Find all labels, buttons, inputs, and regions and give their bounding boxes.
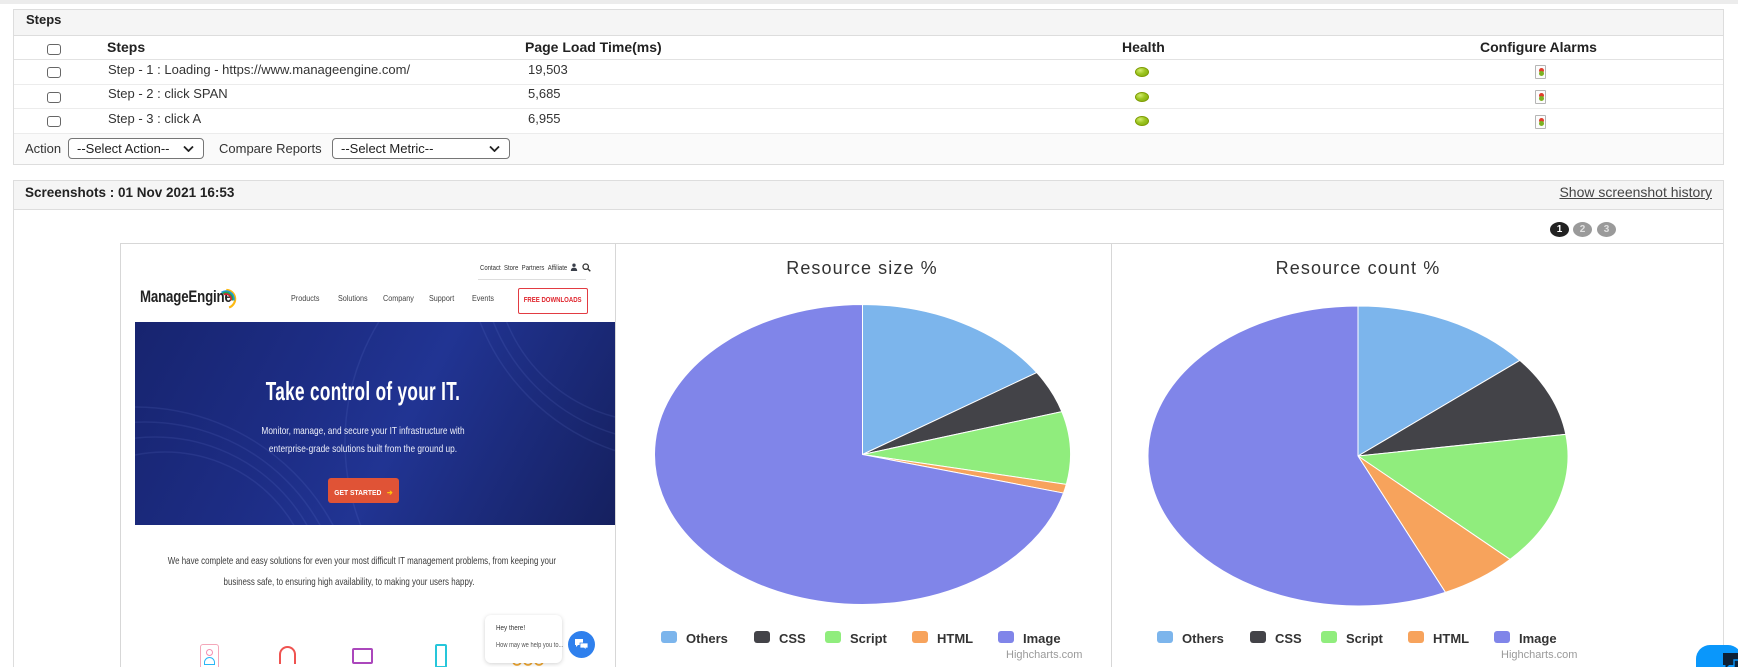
svg-text:Resource count %: Resource count % <box>1276 258 1441 278</box>
svg-text:Resource size %: Resource size % <box>786 258 938 278</box>
